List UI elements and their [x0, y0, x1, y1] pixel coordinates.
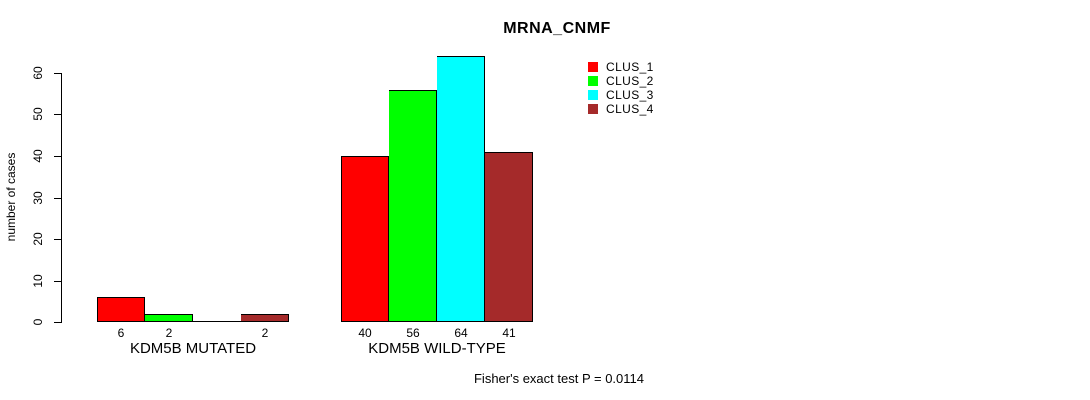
bar-clus_4-group1: [241, 314, 289, 322]
bar-clus_2-group2: [389, 90, 437, 322]
pvalue-annotation: Fisher's exact test P = 0.0114: [473, 371, 644, 386]
y-tick-label: 0: [31, 318, 45, 326]
bar-value-label: 40: [358, 326, 372, 340]
bar-value-label: 2: [165, 326, 173, 340]
y-tick: [54, 114, 61, 115]
bar-clus_3-group1: [193, 321, 241, 322]
bar-value-label: 64: [454, 326, 468, 340]
y-tick: [54, 322, 61, 323]
bar-value-label: 41: [502, 326, 516, 340]
y-tick-label: 50: [31, 107, 45, 121]
y-tick-label: 10: [31, 274, 45, 288]
bar-clus_3-group2: [437, 56, 485, 322]
bar-value-label: 6: [117, 326, 125, 340]
chart-title: MRNA_CNMF: [503, 20, 611, 37]
y-tick: [54, 198, 61, 199]
bar-clus_1-group2: [341, 156, 389, 322]
bar-value-label: 2: [261, 326, 269, 340]
bar-value-label: 56: [406, 326, 420, 340]
x-category-label: KDM5B MUTATED: [129, 340, 257, 357]
y-axis: [61, 73, 62, 323]
y-tick-label: 40: [31, 149, 45, 163]
y-tick: [54, 73, 61, 74]
y-tick-label: 20: [31, 232, 45, 246]
bar-clus_2-group1: [145, 314, 193, 322]
y-tick: [54, 281, 61, 282]
y-tick: [54, 156, 61, 157]
bar-clus_4-group2: [485, 152, 533, 322]
x-category-label: KDM5B WILD-TYPE: [368, 340, 506, 357]
y-tick-label: 60: [31, 66, 45, 80]
bar-clus_1-group1: [97, 297, 145, 322]
y-tick: [54, 239, 61, 240]
y-tick-label: 30: [31, 191, 45, 205]
